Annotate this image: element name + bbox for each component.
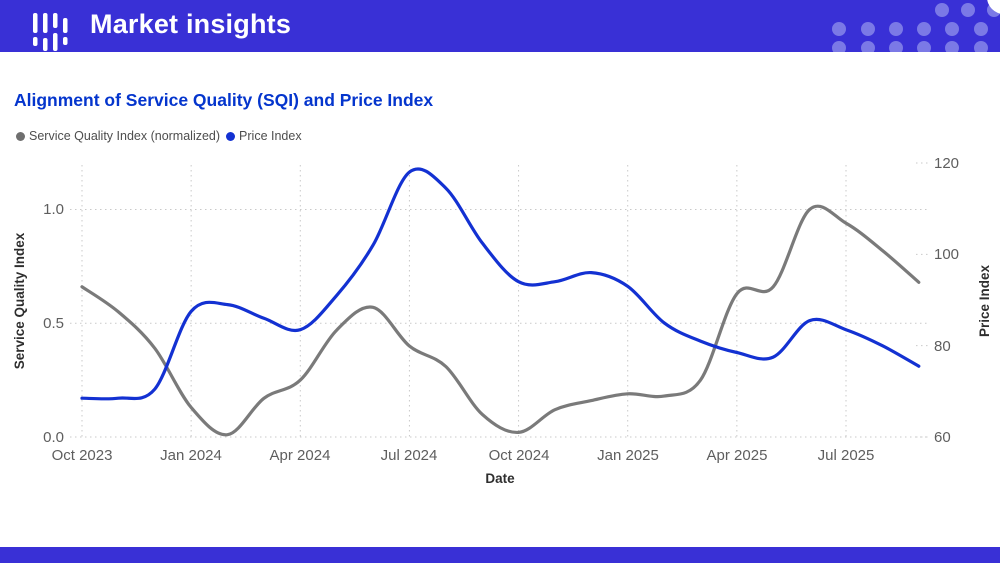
x-tick-label: Oct 2024 (489, 447, 550, 464)
y-axis-title-left: Service Quality Index (12, 232, 27, 369)
legend-dot-sqi-icon (16, 131, 25, 141)
y-right-tick-label: 80 (934, 338, 951, 355)
footer-bar (0, 547, 1000, 563)
y-left-tick-label: 0.5 (43, 315, 64, 332)
y-right-tick-label: 100 (934, 246, 959, 263)
x-tick-label: Apr 2024 (270, 447, 331, 464)
app-title: Market insights (90, 9, 292, 39)
x-axis-title: Date (485, 471, 515, 486)
x-tick-label: Jul 2025 (818, 447, 875, 464)
gridlines (70, 162, 930, 438)
y-right-tick-label: 120 (934, 155, 959, 172)
chart-legend: Service Quality Index (normalized) Price… (16, 129, 302, 143)
corner-cutout (987, 0, 1000, 14)
x-tick-label: Apr 2025 (707, 447, 768, 464)
y-right-tick-label: 60 (934, 429, 951, 446)
x-tick-label: Jan 2025 (597, 447, 659, 464)
price-index-line (80, 167, 921, 401)
x-tick-label: Oct 2023 (52, 447, 113, 464)
legend-label-price: Price Index (239, 129, 302, 143)
decorative-dots (832, 0, 1000, 52)
legend-dot-price-icon (226, 131, 236, 141)
y-axis-title-right: Price Index (977, 264, 992, 337)
y-left-tick-label: 0.0 (43, 429, 64, 446)
equalizer-bars-icon (33, 13, 68, 51)
x-tick-label: Jan 2024 (160, 447, 222, 464)
legend-item-sqi: Service Quality Index (normalized) (16, 129, 220, 143)
series-lines (80, 167, 921, 437)
line-chart: Oct 2023 Jan 2024 Apr 2024 Jul 2024 Oct … (12, 155, 992, 486)
legend-label-sqi: Service Quality Index (normalized) (29, 129, 221, 143)
sqi-line (80, 204, 921, 437)
y-left-tick-label: 1.0 (43, 201, 64, 218)
chart-title: Alignment of Service Quality (SQI) and P… (14, 90, 434, 110)
x-tick-label: Jul 2024 (381, 447, 438, 464)
legend-item-price: Price Index (226, 129, 302, 143)
app-header: Market insights (0, 0, 1000, 52)
